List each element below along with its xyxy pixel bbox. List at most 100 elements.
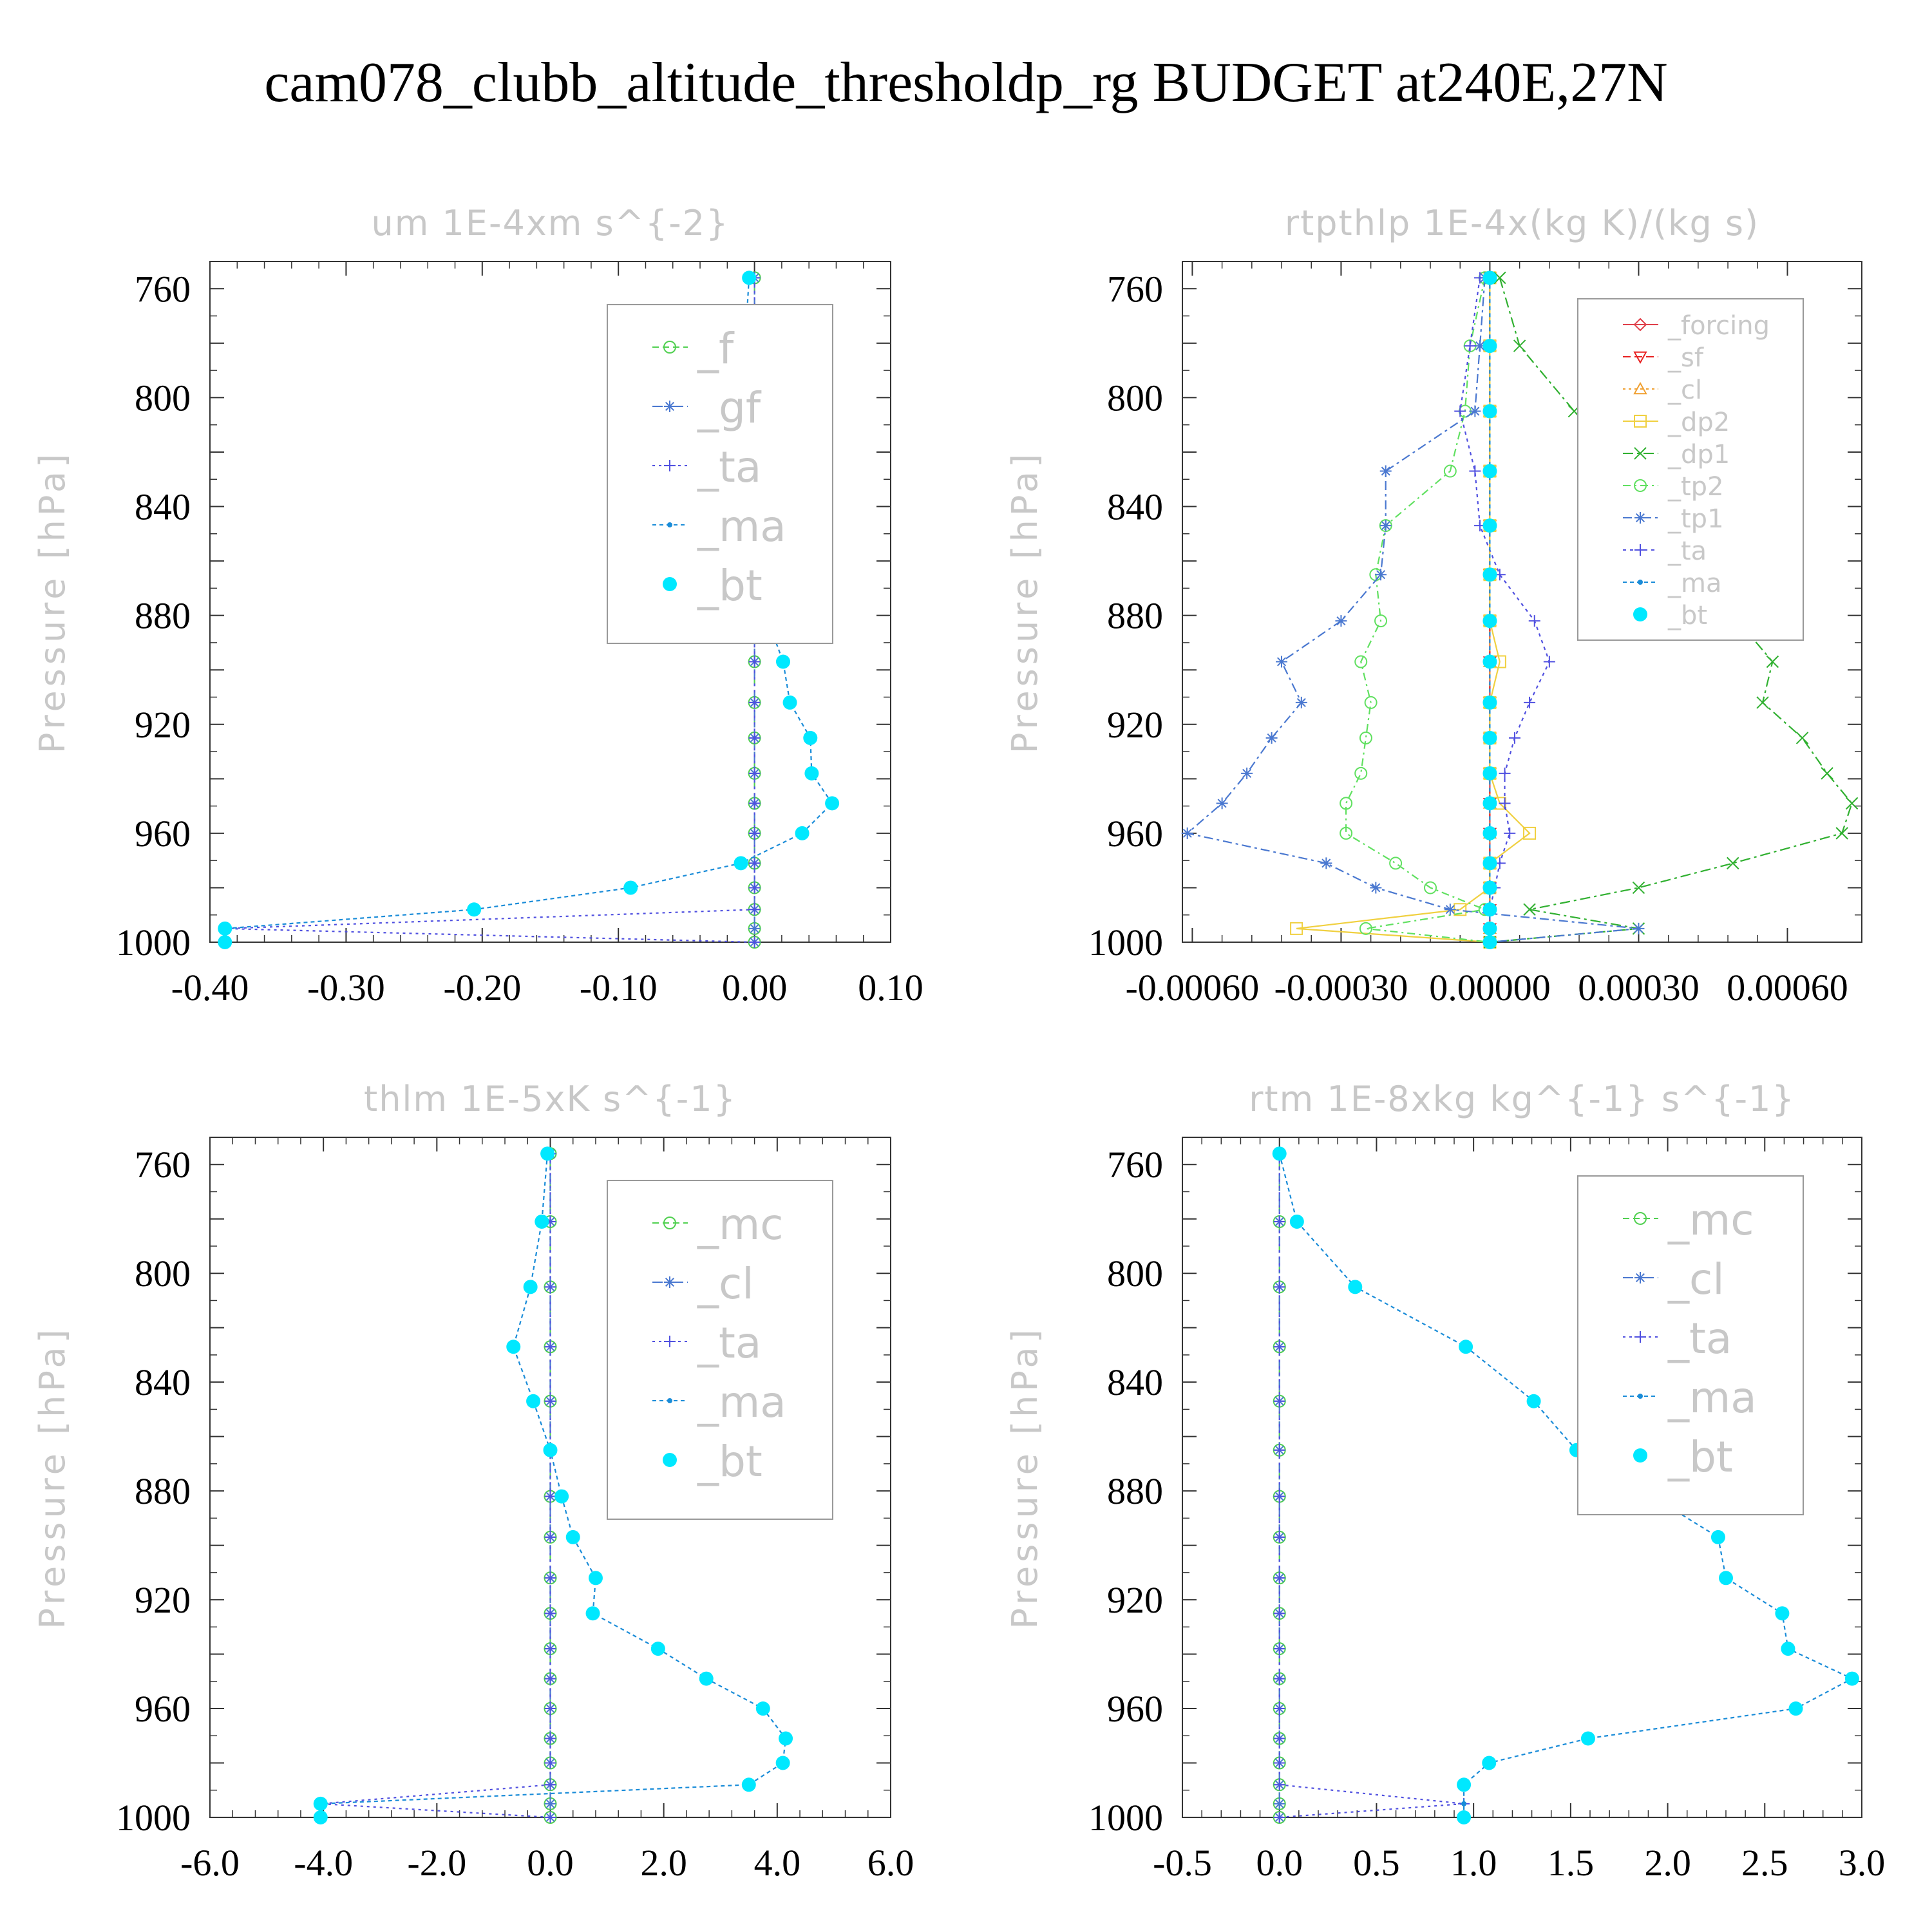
legend-label: _mc [697, 1200, 784, 1249]
data-point [1375, 569, 1387, 581]
data-point [1482, 921, 1497, 936]
y-axis-label: Pressure [hPa] [32, 450, 73, 753]
data-point [1273, 1490, 1285, 1502]
data-point [1482, 1756, 1497, 1770]
data-point [1276, 656, 1288, 668]
data-point [218, 921, 232, 936]
y-tick-label: 1000 [1088, 922, 1163, 963]
legend-label: _mc [1667, 1195, 1754, 1245]
data-point [1241, 767, 1253, 779]
y-tick-label: 880 [1107, 1470, 1163, 1512]
y-tick-label: 760 [1107, 268, 1163, 310]
data-point [544, 1672, 556, 1685]
data-point [544, 1607, 556, 1620]
data-point [1710, 1530, 1725, 1544]
y-tick-label: 960 [135, 1688, 191, 1730]
x-tick-label: 2.0 [640, 1842, 687, 1884]
data-point [1543, 656, 1555, 668]
data-point [779, 1731, 793, 1746]
data-point [1482, 826, 1497, 840]
data-point [1482, 404, 1497, 419]
legend-label: _cl [1667, 1255, 1725, 1304]
series-line [319, 1153, 787, 1817]
series-bt [1482, 270, 1497, 949]
data-point [1273, 1341, 1285, 1353]
data-point [623, 880, 638, 895]
panel-2: rtpthlp 1E-4x(kg K)/(kg s) Pressure [hPa]… [1005, 203, 1862, 1009]
y-tick-label: 840 [135, 486, 191, 528]
series-tp1 [1181, 272, 1645, 948]
data-point [699, 1671, 714, 1686]
ticks [209, 261, 891, 943]
legend-label: _ma [1667, 569, 1721, 598]
panel-1: um 1E-4xm s^{-2} Pressure [hPa] -0.40 -0.30… [32, 203, 923, 1009]
data-point [1443, 464, 1457, 478]
data-point [1444, 904, 1456, 916]
data-point [1335, 615, 1347, 627]
data-point [1632, 881, 1645, 895]
series-bt [313, 1146, 793, 1824]
data-point [1273, 1395, 1285, 1407]
legend: _forcing_sf_cl _dp2 _dp1 _tp2_tp1_ta _ma _bt [1577, 298, 1804, 641]
legend-marker [1634, 512, 1646, 524]
data-point [1719, 1571, 1733, 1586]
series-line [1278, 1153, 1464, 1819]
data-point [803, 730, 818, 745]
y-tick-label: 1000 [116, 922, 191, 963]
data-point [544, 1643, 556, 1655]
data-point [1482, 856, 1497, 871]
legend-marker [1638, 580, 1643, 585]
data-point [1273, 1812, 1285, 1823]
data-point [1389, 857, 1403, 870]
legend-box [607, 304, 833, 644]
data-point [1482, 766, 1497, 781]
data-point [1482, 654, 1497, 669]
data-point [748, 827, 761, 839]
legend-label: _sf [1667, 343, 1704, 373]
legend-marker [1634, 1272, 1646, 1283]
data-point [1295, 696, 1307, 708]
x-tick-label: 0.0 [527, 1842, 574, 1884]
data-point [1457, 1777, 1472, 1792]
y-tick-label: 880 [1107, 595, 1163, 637]
data-point [544, 1341, 556, 1353]
data-point [1273, 1215, 1285, 1227]
data-point [1482, 614, 1497, 629]
legend-marker [1634, 415, 1647, 428]
legend-marker [667, 522, 672, 527]
data-point [1379, 520, 1392, 532]
data-point [588, 1571, 603, 1586]
legend-marker [1633, 607, 1647, 621]
data-point [1633, 922, 1645, 934]
y-axis-label: Pressure [hPa] [1005, 1325, 1045, 1629]
legend-label: _bt [1667, 1432, 1733, 1482]
data-point [1469, 405, 1481, 417]
legend-label: _ta [1667, 1314, 1732, 1363]
y-tick-label: 960 [1107, 813, 1163, 855]
y-tick-label: 880 [135, 1470, 191, 1512]
legend-label: _tp2 [1667, 472, 1724, 502]
series-dp2 [1290, 271, 1537, 949]
legend-marker [663, 1217, 676, 1229]
data-point [1359, 731, 1372, 744]
data-point [1499, 797, 1511, 810]
data-point [535, 1214, 549, 1229]
series-ta [1273, 1148, 1470, 1823]
x-tick-label: 1.0 [1450, 1842, 1497, 1884]
data-point [748, 857, 761, 869]
data-point [748, 656, 761, 668]
data-point [748, 922, 761, 934]
y-tick-label: 840 [1107, 486, 1163, 528]
data-point [1181, 827, 1193, 839]
legend-marker [1634, 544, 1646, 556]
data-point [1482, 695, 1497, 710]
data-point [1340, 797, 1353, 810]
data-point [748, 767, 761, 779]
legend-box [607, 1180, 833, 1520]
data-point [1273, 1572, 1285, 1584]
panel-title: um 1E-4xm s^{-2} [372, 203, 730, 243]
data-point [1320, 857, 1332, 869]
data-point [1474, 340, 1486, 352]
legend-label: _ta [697, 442, 761, 492]
